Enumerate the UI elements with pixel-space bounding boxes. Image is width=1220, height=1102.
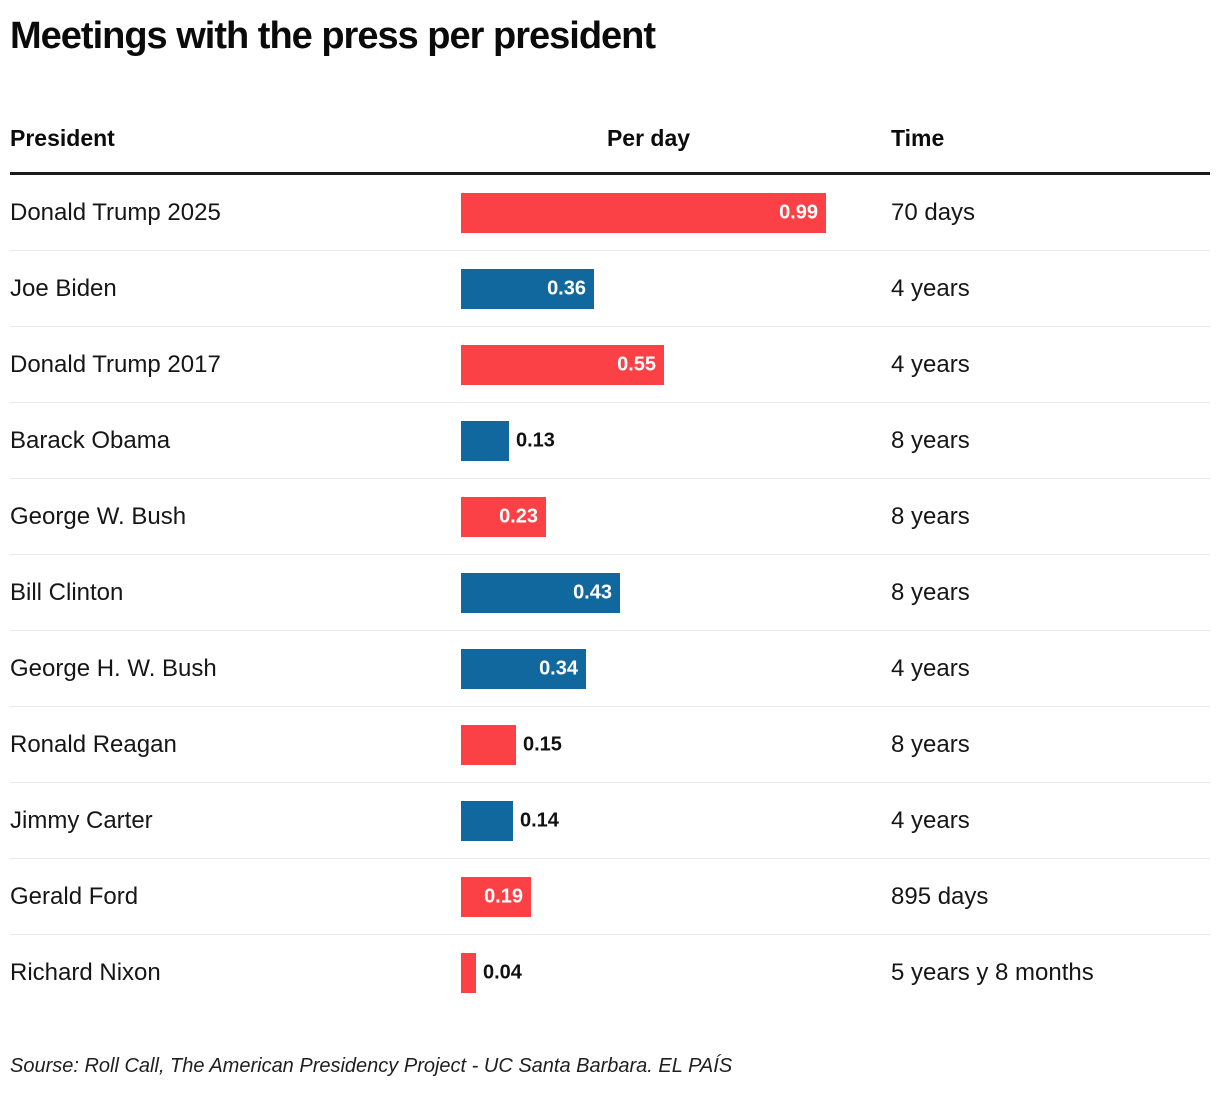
president-name: Donald Trump 2017	[10, 350, 221, 378]
table-row: Gerald Ford 0.19 895 days	[10, 859, 1210, 935]
per-day-bar-cell: 0.19	[461, 859, 836, 934]
value-bar	[461, 496, 546, 537]
table-body: Donald Trump 2025 0.99 70 days Joe Biden…	[10, 175, 1210, 1010]
table-row: Barack Obama 0.13 8 years	[10, 403, 1210, 479]
per-day-bar-cell: 0.55	[461, 327, 836, 402]
president-name: George H. W. Bush	[10, 654, 217, 682]
chart-title: Meetings with the press per president	[10, 15, 656, 57]
value-bar	[461, 876, 531, 917]
time-value: 70 days	[891, 198, 976, 226]
bar-value-label: 0.19	[484, 885, 523, 907]
bar-value-label: 0.36	[547, 277, 586, 299]
president-name: Joe Biden	[10, 274, 117, 302]
source-attribution: Sourse: Roll Call, The American Presiden…	[10, 1055, 733, 1077]
bar-value-label: 0.99	[779, 201, 818, 223]
table-row: Jimmy Carter 0.14 4 years	[10, 783, 1210, 859]
bar-value-label: 0.34	[539, 657, 578, 679]
bar-value-label: 0.14	[520, 809, 559, 831]
header-rule	[10, 172, 1210, 175]
value-bar	[461, 572, 620, 613]
per-day-bar-cell: 0.13	[461, 403, 836, 478]
value-bar	[461, 192, 826, 233]
value-bar	[461, 268, 594, 309]
per-day-bar-cell: 0.99	[461, 175, 836, 250]
table-row: Joe Biden 0.36 4 years	[10, 251, 1210, 327]
per-day-bar-cell: 0.04	[461, 935, 836, 1010]
time-value: 4 years	[891, 274, 970, 302]
value-bar	[461, 648, 586, 689]
president-name: Jimmy Carter	[10, 806, 153, 834]
per-day-bar-cell: 0.14	[461, 783, 836, 858]
time-value: 8 years	[891, 578, 970, 606]
time-value: 5 years y 8 months	[891, 958, 1094, 986]
chart-container: Meetings with the press per president Pr…	[0, 14, 1220, 1078]
time-value: 8 years	[891, 730, 970, 758]
column-header-president: President	[10, 125, 115, 151]
per-day-bar-cell: 0.15	[461, 707, 836, 782]
bar-value-label: 0.13	[516, 429, 555, 451]
per-day-bar-cell: 0.43	[461, 555, 836, 630]
value-bar	[461, 800, 513, 841]
bar-value-label: 0.43	[573, 581, 612, 603]
bar-value-label: 0.55	[617, 353, 656, 375]
per-day-bar-cell: 0.23	[461, 479, 836, 554]
president-name: Bill Clinton	[10, 578, 124, 606]
table-row: Donald Trump 2025 0.99 70 days	[10, 175, 1210, 251]
bar-value-label: 0.23	[499, 505, 538, 527]
president-name: Gerald Ford	[10, 882, 139, 910]
table-row: Donald Trump 2017 0.55 4 years	[10, 327, 1210, 403]
value-bar	[461, 952, 476, 993]
time-value: 4 years	[891, 806, 970, 834]
president-name: Barack Obama	[10, 426, 171, 454]
value-bar	[461, 724, 516, 765]
president-name: George W. Bush	[10, 502, 187, 530]
president-name: Ronald Reagan	[10, 730, 177, 758]
table-row: Richard Nixon 0.04 5 years y 8 months	[10, 935, 1210, 1010]
table-row: Ronald Reagan 0.15 8 years	[10, 707, 1210, 783]
time-value: 8 years	[891, 426, 970, 454]
value-bar	[461, 344, 664, 385]
per-day-bar-cell: 0.34	[461, 631, 836, 706]
column-header-per-day: Per day	[606, 125, 691, 151]
bar-value-label: 0.04	[483, 961, 522, 983]
table-row: Bill Clinton 0.43 8 years	[10, 555, 1210, 631]
president-name: Donald Trump 2025	[10, 198, 221, 226]
time-value: 4 years	[891, 350, 970, 378]
time-value: 895 days	[891, 882, 989, 910]
bar-value-label: 0.15	[523, 733, 562, 755]
time-value: 8 years	[891, 502, 970, 530]
table-header-row: President Per day Time	[10, 125, 1210, 151]
table-row: George W. Bush 0.23 8 years	[10, 479, 1210, 555]
per-day-bar-cell: 0.36	[461, 251, 836, 326]
president-name: Richard Nixon	[10, 958, 161, 986]
column-header-time: Time	[891, 125, 945, 151]
time-value: 4 years	[891, 654, 970, 682]
value-bar	[461, 420, 509, 461]
table-row: George H. W. Bush 0.34 4 years	[10, 631, 1210, 707]
